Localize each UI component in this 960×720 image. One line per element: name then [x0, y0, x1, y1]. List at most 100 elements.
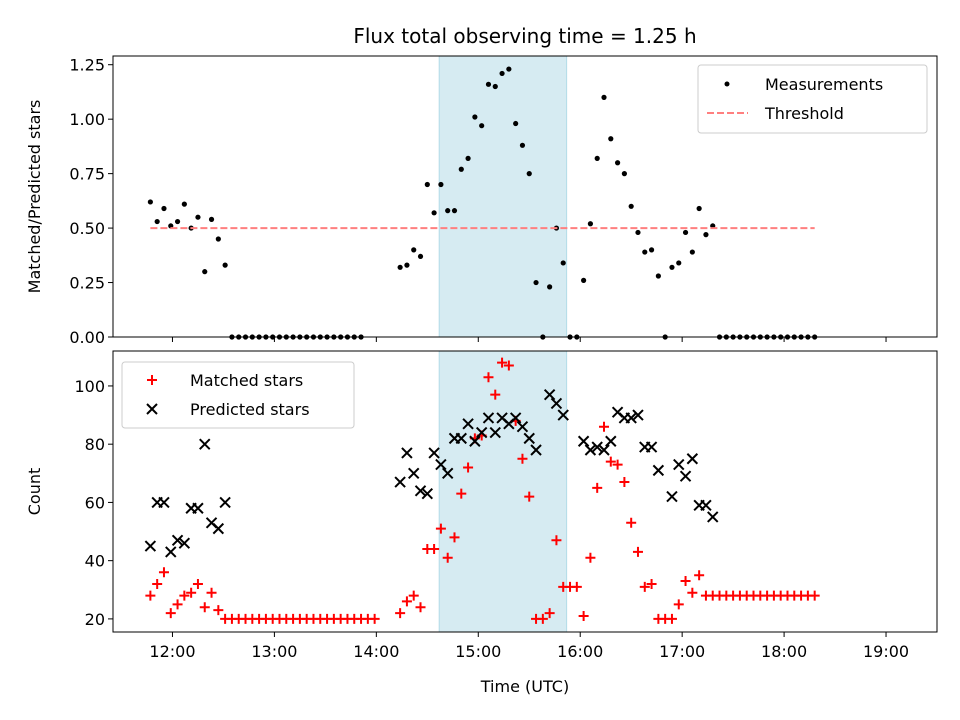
- matched-stars-point: [497, 357, 508, 368]
- predicted-stars-point: [625, 412, 637, 424]
- counts-marks: [144, 357, 820, 624]
- legend-threshold-label: Threshold: [764, 104, 844, 123]
- matched-stars-point: [408, 590, 419, 601]
- legend-matched-marker: [147, 375, 157, 385]
- counts-legend: Matched stars Predicted stars: [121, 361, 355, 429]
- ratio-legend: Measurements Threshold: [697, 64, 928, 134]
- matched-stars-point: [666, 613, 677, 624]
- measurement-point: [411, 247, 417, 253]
- matched-stars-point: [571, 581, 582, 592]
- predicted-stars-point: [707, 511, 719, 523]
- matched-stars-point: [537, 613, 548, 624]
- measurement-point: [547, 284, 553, 290]
- predicted-stars-point: [414, 485, 427, 497]
- legend-measurements-marker: [724, 81, 730, 87]
- matched-stars-point: [206, 587, 217, 598]
- measurement-point: [669, 264, 675, 270]
- ratio-x-ticks: [171, 337, 887, 342]
- measurement-point: [601, 94, 607, 100]
- ratio-panel: 0.00 0.25 0.50 0.75 1.00 1.25 Matched/Predict…: [25, 55, 938, 347]
- matched-stars-point: [605, 456, 616, 467]
- matched-stars-point: [619, 477, 630, 488]
- predicted-stars-point: [652, 464, 665, 477]
- chart-title: Flux total observing time = 1.25 h: [353, 24, 696, 48]
- predicted-stars-point: [441, 467, 454, 480]
- predicted-stars-point: [584, 444, 597, 456]
- predicted-stars-point: [394, 476, 406, 488]
- matched-stars-point: [429, 544, 440, 555]
- matched-stars-point: [544, 608, 555, 619]
- measurement-point: [202, 269, 208, 275]
- measurement-point: [417, 253, 424, 260]
- matched-stars-point: [483, 372, 494, 383]
- predicted-stars-point: [428, 447, 440, 459]
- matched-stars-point: [192, 578, 203, 589]
- measurement-point: [451, 208, 458, 214]
- ratio-y-axis-label: Matched/Predicted stars: [25, 100, 44, 294]
- matched-stars-point: [632, 546, 643, 557]
- matched-stars-point: [415, 602, 426, 613]
- matched-stars-point: [199, 602, 210, 613]
- matched-stars-point: [517, 453, 528, 464]
- measurement-point: [147, 199, 153, 205]
- x-tick-label: 12:00: [149, 642, 195, 661]
- counts-legend-box: [121, 361, 355, 429]
- predicted-stars-point: [673, 458, 685, 471]
- measurement-point: [696, 205, 702, 212]
- matched-stars-point: [626, 517, 637, 528]
- matched-stars-point: [165, 608, 176, 619]
- legend-matched-label: Matched stars: [190, 371, 303, 390]
- predicted-stars-point: [686, 453, 699, 465]
- measurement-point: [222, 262, 228, 268]
- measurement-point: [682, 229, 689, 236]
- counts-x-ticks: 12:00 13:00 14:00 15:00 16:00 17:00 18:00 19:00: [149, 632, 909, 661]
- predicted-stars-point: [509, 412, 522, 424]
- predicted-stars-point: [455, 432, 467, 445]
- matched-stars-point: [179, 590, 190, 601]
- measurement-point: [174, 218, 181, 225]
- measurement-point: [689, 249, 695, 255]
- matched-stars-point: [442, 552, 453, 563]
- matched-stars-point: [673, 599, 684, 610]
- measurement-point: [485, 81, 492, 87]
- measurement-point: [519, 142, 526, 148]
- predicted-stars-point: [462, 418, 474, 430]
- x-tick-label: 18:00: [761, 642, 807, 661]
- measurement-point: [608, 136, 614, 142]
- matched-stars-point: [578, 610, 589, 621]
- x-tick-label: 14:00: [353, 642, 399, 661]
- ratio-legend-box: [697, 64, 928, 134]
- measurement-point: [676, 260, 682, 266]
- y-tick-label: 20: [85, 610, 105, 629]
- measurement-point: [614, 160, 621, 166]
- matched-stars-point: [680, 576, 691, 587]
- predicted-stars-point: [408, 467, 420, 480]
- y-tick-label: 60: [85, 493, 105, 512]
- x-tick-label: 19:00: [863, 642, 909, 661]
- measurement-point: [181, 201, 187, 207]
- predicted-stars-point: [475, 426, 488, 439]
- measurement-point: [438, 181, 444, 188]
- predicted-stars-point: [482, 412, 495, 424]
- matched-stars-point: [585, 552, 596, 563]
- measurement-point: [499, 70, 505, 77]
- measurement-point: [526, 171, 532, 177]
- y-tick-label: 1.25: [69, 56, 105, 75]
- counts-y-ticks: 20 40 60 80 100: [74, 377, 113, 629]
- matched-stars-point: [490, 389, 501, 400]
- predicted-stars-point: [489, 426, 501, 439]
- predicted-stars-point: [700, 499, 712, 512]
- matched-stars-point: [599, 421, 610, 432]
- matched-stars-point: [524, 491, 535, 502]
- predicted-stars-point: [516, 421, 529, 433]
- predicted-stars-point: [144, 540, 157, 552]
- measurement-point: [472, 114, 478, 120]
- predicted-stars-point: [645, 441, 658, 453]
- measurement-point: [161, 205, 167, 212]
- counts-panel: 20 40 60 80 100 12:00 13:00 14:00 15:00 16:00 17:…: [25, 350, 938, 696]
- measurement-point: [628, 203, 634, 209]
- matched-stars-point: [551, 535, 562, 546]
- predicted-stars-point: [219, 496, 231, 509]
- predicted-stars-point: [577, 435, 590, 447]
- matched-stars-point: [639, 581, 650, 592]
